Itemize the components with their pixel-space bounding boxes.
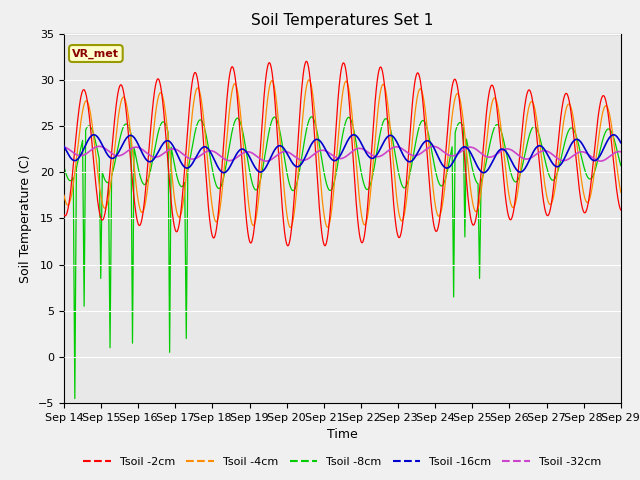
- Tsoil -32cm: [60, 144, 68, 150]
- Tsoil -32cm: [617, 149, 625, 155]
- Tsoil -8cm: [552, 175, 559, 180]
- Tsoil -16cm: [552, 163, 559, 169]
- Tsoil -32cm: [246, 149, 254, 155]
- Text: VR_met: VR_met: [72, 48, 119, 59]
- Tsoil -16cm: [429, 144, 437, 150]
- Tsoil -4cm: [60, 192, 68, 198]
- Line: Tsoil -4cm: Tsoil -4cm: [64, 80, 621, 228]
- Tsoil -16cm: [60, 144, 68, 149]
- Tsoil -8cm: [429, 158, 437, 164]
- Tsoil -8cm: [308, 114, 316, 120]
- Line: Tsoil -8cm: Tsoil -8cm: [64, 117, 621, 398]
- Tsoil -8cm: [617, 163, 625, 168]
- Tsoil -2cm: [552, 167, 559, 172]
- Line: Tsoil -2cm: Tsoil -2cm: [64, 61, 621, 246]
- Tsoil -4cm: [170, 194, 178, 200]
- Tsoil -4cm: [246, 212, 254, 218]
- Tsoil -2cm: [184, 123, 191, 129]
- Tsoil -8cm: [60, 164, 68, 169]
- Tsoil -32cm: [551, 154, 559, 159]
- Tsoil -2cm: [246, 240, 254, 245]
- Tsoil -2cm: [502, 201, 510, 206]
- Tsoil -16cm: [502, 149, 510, 155]
- Tsoil -32cm: [429, 144, 437, 149]
- Tsoil -8cm: [71, 396, 79, 401]
- Tsoil -8cm: [246, 173, 254, 179]
- Tsoil -16cm: [90, 132, 98, 138]
- Tsoil -2cm: [617, 207, 625, 213]
- Tsoil -32cm: [171, 146, 179, 152]
- Tsoil -4cm: [502, 172, 510, 178]
- X-axis label: Time: Time: [327, 429, 358, 442]
- Tsoil -8cm: [184, 166, 192, 171]
- Tsoil -16cm: [247, 157, 255, 163]
- Line: Tsoil -16cm: Tsoil -16cm: [64, 135, 621, 173]
- Tsoil -2cm: [429, 220, 437, 226]
- Tsoil -32cm: [95, 144, 103, 149]
- Tsoil -16cm: [171, 146, 179, 152]
- Tsoil -2cm: [302, 59, 310, 64]
- Tsoil -32cm: [596, 158, 604, 164]
- Y-axis label: Soil Temperature (C): Soil Temperature (C): [19, 154, 33, 283]
- Line: Tsoil -32cm: Tsoil -32cm: [64, 146, 621, 161]
- Tsoil -4cm: [552, 183, 559, 189]
- Tsoil -2cm: [60, 212, 68, 217]
- Tsoil -2cm: [170, 223, 178, 229]
- Tsoil -32cm: [502, 146, 509, 152]
- Tsoil -4cm: [617, 190, 625, 195]
- Tsoil -8cm: [502, 150, 510, 156]
- Legend: Tsoil -2cm, Tsoil -4cm, Tsoil -8cm, Tsoil -16cm, Tsoil -32cm: Tsoil -2cm, Tsoil -4cm, Tsoil -8cm, Tsoi…: [79, 453, 606, 471]
- Tsoil -16cm: [617, 140, 625, 145]
- Tsoil -4cm: [287, 225, 294, 230]
- Tsoil -4cm: [429, 190, 437, 195]
- Tsoil -16cm: [220, 170, 228, 176]
- Tsoil -4cm: [305, 77, 313, 83]
- Tsoil -2cm: [284, 243, 292, 249]
- Title: Soil Temperatures Set 1: Soil Temperatures Set 1: [252, 13, 433, 28]
- Tsoil -4cm: [184, 156, 191, 162]
- Tsoil -32cm: [184, 155, 192, 161]
- Tsoil -16cm: [184, 165, 192, 171]
- Tsoil -8cm: [171, 163, 179, 169]
